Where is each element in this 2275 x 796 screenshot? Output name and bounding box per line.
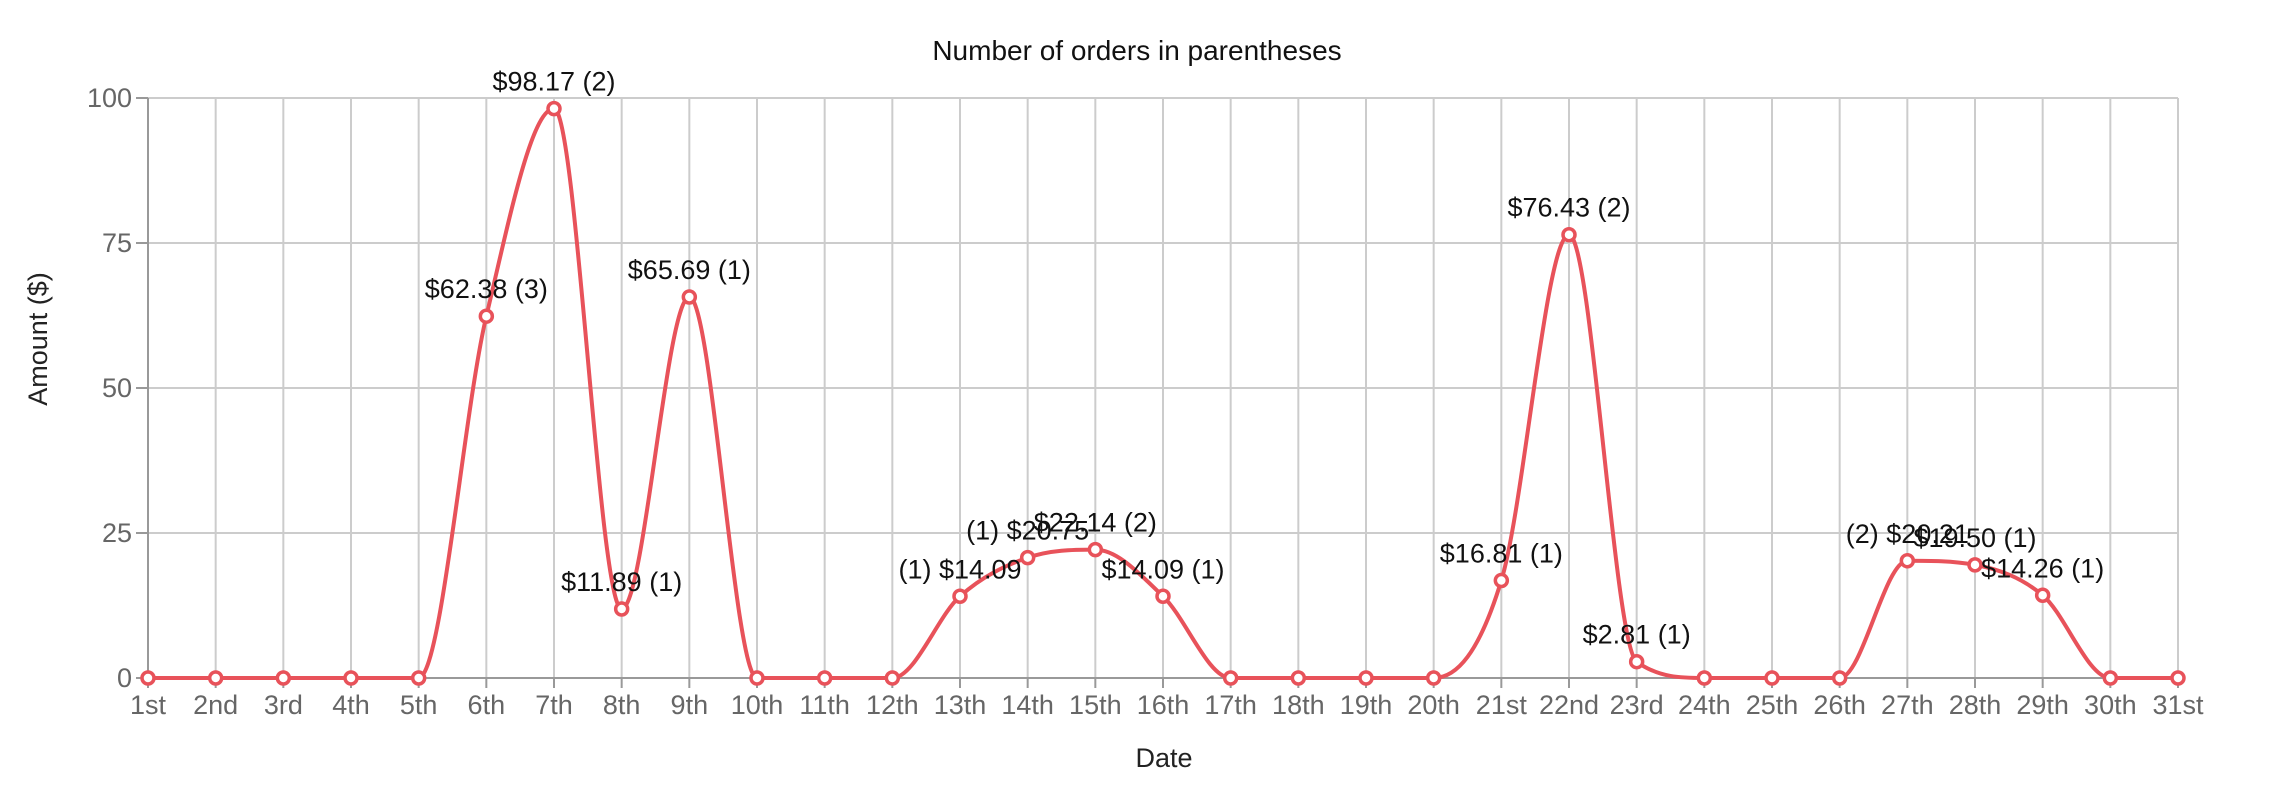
data-point: [1899, 553, 1916, 569]
data-label: $14.09 (1): [1101, 554, 1224, 584]
y-tick-label: 0: [117, 663, 132, 693]
x-tick-label: 15th: [1069, 690, 1122, 720]
data-point: [1222, 670, 1239, 686]
data-label: $19.50 (1): [1913, 523, 2036, 553]
data-point: [546, 100, 562, 117]
data-point: [749, 670, 765, 686]
series-layer: [140, 100, 2186, 686]
x-tick-label: 29th: [2016, 690, 2069, 720]
data-point: [884, 670, 901, 686]
data-label: (1) $14.09: [898, 554, 1021, 584]
x-tick-label: 23rd: [1610, 690, 1664, 720]
data-point: [207, 670, 224, 686]
data-point: [1358, 670, 1374, 686]
data-point: [1087, 541, 1104, 558]
data-point: [1561, 226, 1577, 243]
x-tick-label: 25th: [1746, 690, 1799, 720]
data-point: [1290, 670, 1307, 686]
x-tick-label: 4th: [332, 690, 370, 720]
x-tick-label: 14th: [1001, 690, 1054, 720]
data-point: [681, 289, 698, 305]
axes: 0 25 50 75 100 1st 2nd 3rd 4th 5th 6th 7th 8th 9th 10t…: [87, 83, 2204, 720]
data-label: $76.43 (2): [1507, 193, 1630, 223]
data-point: [478, 308, 495, 324]
data-point: [140, 670, 156, 686]
data-label: $2.81 (1): [1583, 620, 1691, 650]
data-point: [343, 670, 359, 686]
x-tick-label: 16th: [1137, 690, 1190, 720]
y-axis-title: Amount ($): [23, 272, 53, 406]
data-point: [1764, 670, 1780, 686]
data-point: [2034, 587, 2051, 604]
data-point: [1155, 588, 1171, 605]
data-label: (1) $20.75: [966, 516, 1089, 546]
x-tick-label: 3rd: [264, 690, 303, 720]
x-tick-label: 1st: [130, 690, 167, 720]
x-tick-label: 8th: [603, 690, 641, 720]
x-tick-label: 7th: [535, 690, 573, 720]
data-point: [410, 670, 427, 686]
data-point: [952, 588, 968, 605]
grid: [147, 97, 2179, 678]
data-label: $11.89 (1): [561, 567, 682, 597]
x-tick-label: 11th: [799, 690, 850, 720]
data-label: $14.26 (1): [1981, 553, 2104, 583]
y-tick-label: 75: [102, 228, 132, 258]
x-tick-label: 27th: [1881, 690, 1934, 720]
data-label: $98.17 (2): [492, 67, 615, 97]
data-point: [1831, 670, 1848, 686]
data-point: [1967, 557, 1983, 573]
data-point: [1696, 670, 1713, 686]
data-point: [1019, 549, 1036, 566]
data-label: $65.69 (1): [628, 255, 751, 285]
x-tick-label: 6th: [468, 690, 506, 720]
data-point: [613, 601, 630, 617]
data-point: [2170, 670, 2186, 686]
x-axis-title: Date: [1135, 743, 1192, 773]
x-tick-label: 19th: [1340, 690, 1393, 720]
x-tick-label: 26th: [1813, 690, 1866, 720]
x-tick-label: 24th: [1678, 690, 1731, 720]
x-tick-label: 21st: [1476, 690, 1528, 720]
data-label: $16.81 (1): [1440, 539, 1563, 569]
x-tick-label: 12th: [866, 690, 919, 720]
x-tick-label: 31st: [2152, 690, 2204, 720]
data-label: $22.14 (2): [1034, 508, 1157, 538]
data-point: [2102, 670, 2119, 686]
data-labels: $62.38 (3) $98.17 (2) $11.89 (1) $65.69 (1)…: [425, 67, 2104, 650]
y-tick-label: 50: [102, 373, 132, 403]
x-tick-label: 10th: [731, 690, 784, 720]
data-point: [1493, 572, 1510, 589]
chart-title: Number of orders in parentheses: [932, 35, 1341, 66]
x-tick-label: 22nd: [1539, 690, 1599, 720]
x-tick-label: 17th: [1204, 690, 1257, 720]
x-tick-label: 28th: [1949, 690, 2002, 720]
x-tick-label: 13th: [934, 690, 987, 720]
data-label: $62.38 (3): [425, 274, 548, 304]
data-point: [1628, 653, 1645, 670]
data-point: [1425, 670, 1442, 686]
y-tick-label: 25: [102, 518, 132, 548]
x-tick-label: 18th: [1272, 690, 1325, 720]
x-tick-label: 5th: [400, 690, 438, 720]
y-tick-label: 100: [87, 83, 132, 113]
x-tick-label: 20th: [1407, 690, 1460, 720]
data-point: [275, 670, 292, 686]
data-point: [816, 670, 833, 686]
x-tick-label: 9th: [671, 690, 709, 720]
data-label: (2) $20.21: [1846, 519, 1969, 549]
x-tick-label: 30th: [2084, 690, 2137, 720]
x-tick-label: 2nd: [193, 690, 238, 720]
